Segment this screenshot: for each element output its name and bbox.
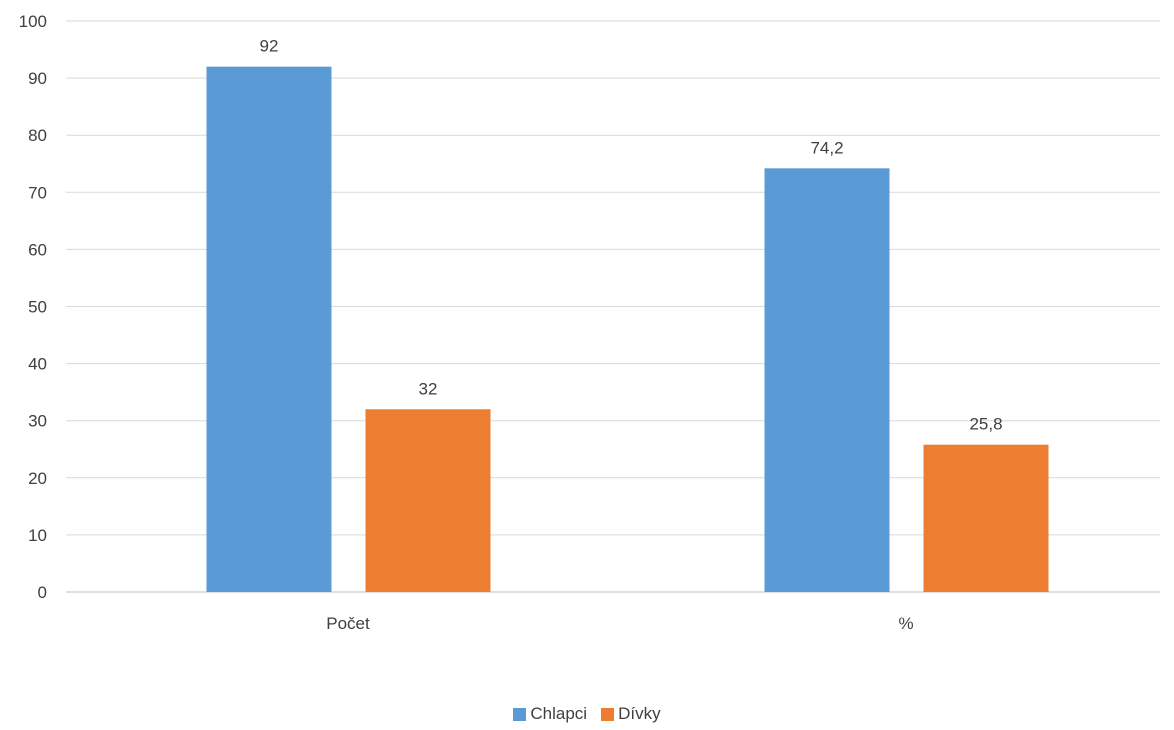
y-tick-label-10: 10	[28, 526, 47, 545]
legend-item-chlapci: Chlapci	[513, 704, 587, 724]
y-tick-label-100: 100	[19, 12, 47, 31]
y-tick-label-20: 20	[28, 469, 47, 488]
x-tick-label-percent: %	[898, 614, 913, 633]
data-label-divky-pocet: 32	[419, 379, 438, 398]
data-label-chlapci-percent: 74,2	[810, 138, 843, 157]
bars	[206, 66, 1049, 593]
bar-divky-pocet	[365, 409, 491, 592]
data-label-chlapci-pocet: 92	[260, 37, 279, 56]
data-label-divky-percent: 25,8	[969, 415, 1002, 434]
y-tick-label-30: 30	[28, 412, 47, 431]
y-tick-label-90: 90	[28, 69, 47, 88]
bar-chlapci-pocet	[206, 66, 332, 593]
bar-divky-percent	[923, 444, 1049, 592]
legend: Chlapci Dívky	[0, 704, 1174, 724]
x-axis-ticks: Počet%	[326, 614, 913, 633]
legend-item-divky: Dívky	[601, 704, 661, 724]
y-tick-label-0: 0	[38, 583, 47, 602]
y-tick-label-40: 40	[28, 355, 47, 374]
data-labels: 92 74,2 32 25,8	[260, 37, 1003, 434]
x-tick-label-pocet: Počet	[326, 614, 370, 633]
legend-swatch-chlapci	[513, 707, 527, 721]
legend-label-chlapci: Chlapci	[530, 704, 588, 723]
y-tick-label-60: 60	[28, 240, 47, 259]
bar-chlapci-percent	[764, 168, 890, 592]
y-tick-label-80: 80	[28, 126, 47, 145]
bar-chart: 0 10 20 30 40 50 60 70 80 90 100 92 74,2 32 25,8 Poče…	[19, 12, 1160, 633]
legend-swatch-divky	[601, 707, 615, 721]
y-tick-label-70: 70	[28, 183, 47, 202]
y-tick-label-50: 50	[28, 298, 47, 317]
y-axis-ticks: 0 10 20 30 40 50 60 70 80 90 100	[19, 12, 47, 602]
legend-label-divky: Dívky	[618, 704, 661, 723]
